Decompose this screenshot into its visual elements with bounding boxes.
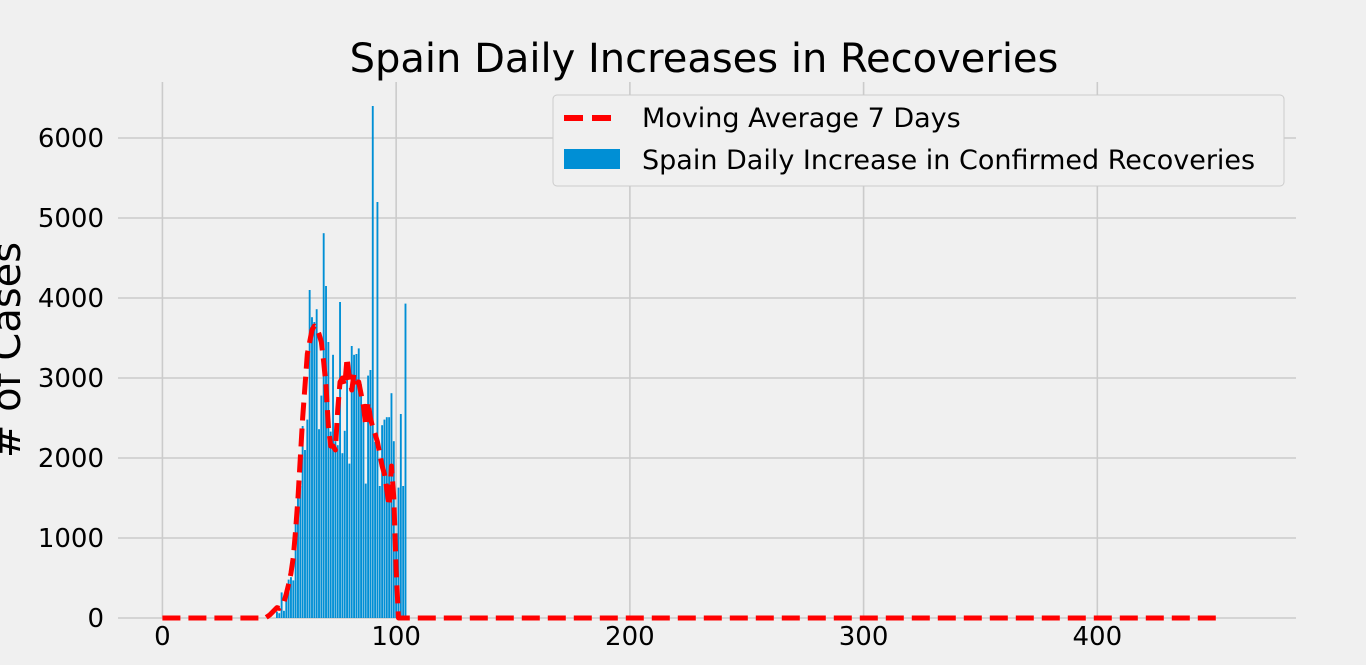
bar — [404, 303, 407, 618]
bar — [313, 322, 316, 618]
bar — [388, 417, 391, 618]
y-tick-label: 1000 — [38, 524, 104, 554]
x-tick-label: 100 — [371, 622, 421, 652]
y-tick-label: 2000 — [38, 444, 104, 474]
bar — [301, 426, 304, 618]
bar — [332, 354, 334, 618]
bar — [364, 483, 367, 618]
x-tick-label: 300 — [839, 622, 889, 652]
legend-bar-swatch-icon — [564, 149, 620, 169]
y-tick-label: 3000 — [38, 364, 104, 394]
bar — [276, 611, 278, 618]
bar — [397, 487, 400, 618]
x-tick-label: 0 — [154, 622, 171, 652]
chart-title: Spain Daily Increases in Recoveries — [350, 36, 1059, 82]
bar — [341, 453, 344, 618]
bar — [334, 441, 337, 618]
bar — [299, 486, 302, 618]
bar — [385, 417, 388, 618]
legend-label-moving-average: Moving Average 7 Days — [642, 103, 961, 134]
bar — [343, 430, 346, 618]
y-tick-label: 6000 — [38, 124, 104, 154]
bar — [362, 417, 365, 618]
bar — [315, 309, 318, 618]
bar — [292, 580, 295, 618]
moving-average-line — [162, 323, 1224, 621]
bar — [280, 592, 283, 618]
bar — [311, 317, 313, 618]
y-axis-label: # of Cases — [0, 242, 30, 458]
bar — [399, 414, 402, 618]
bar — [322, 233, 325, 618]
bar — [320, 395, 323, 618]
bar — [355, 354, 358, 618]
bar — [278, 613, 281, 618]
x-tick-label: 400 — [1073, 622, 1123, 652]
bar — [285, 596, 288, 618]
bar — [383, 419, 386, 618]
bar — [367, 375, 370, 618]
bar — [402, 486, 405, 618]
bar — [339, 302, 341, 618]
bar — [371, 106, 374, 618]
x-tick-label: 200 — [605, 622, 655, 652]
bar — [325, 286, 327, 618]
bar — [348, 463, 351, 618]
bar — [306, 419, 309, 618]
bar — [369, 370, 372, 618]
bar — [378, 486, 381, 618]
legend-label-recoveries: Spain Daily Increase in Confirmed Recove… — [642, 145, 1255, 176]
bar — [297, 491, 299, 618]
bar — [318, 429, 320, 618]
bar — [283, 610, 285, 618]
bar — [308, 290, 311, 618]
y-tick-label: 5000 — [38, 204, 104, 234]
bar — [392, 441, 395, 618]
bar — [376, 202, 379, 618]
bar — [336, 445, 339, 618]
moving-average-group — [162, 323, 1224, 621]
bar — [294, 522, 297, 618]
bar — [360, 384, 363, 618]
bar — [327, 342, 330, 618]
bar — [304, 450, 306, 618]
bar — [390, 393, 393, 618]
bar — [290, 577, 292, 618]
y-tick-label: 4000 — [38, 284, 104, 314]
bar — [353, 354, 356, 618]
bar — [357, 348, 360, 618]
bar — [381, 425, 384, 618]
bar — [350, 346, 353, 618]
x-axis-label: Days Since 1/22/2020 — [483, 660, 922, 665]
bar — [395, 541, 398, 618]
bar — [346, 362, 348, 618]
legend: Moving Average 7 Days Spain Daily Increa… — [552, 94, 1285, 187]
bar — [287, 579, 290, 618]
bar — [329, 431, 332, 618]
bars — [276, 106, 407, 618]
legend-box — [552, 94, 1285, 187]
y-tick-label: 0 — [87, 604, 104, 634]
bar — [374, 442, 377, 618]
